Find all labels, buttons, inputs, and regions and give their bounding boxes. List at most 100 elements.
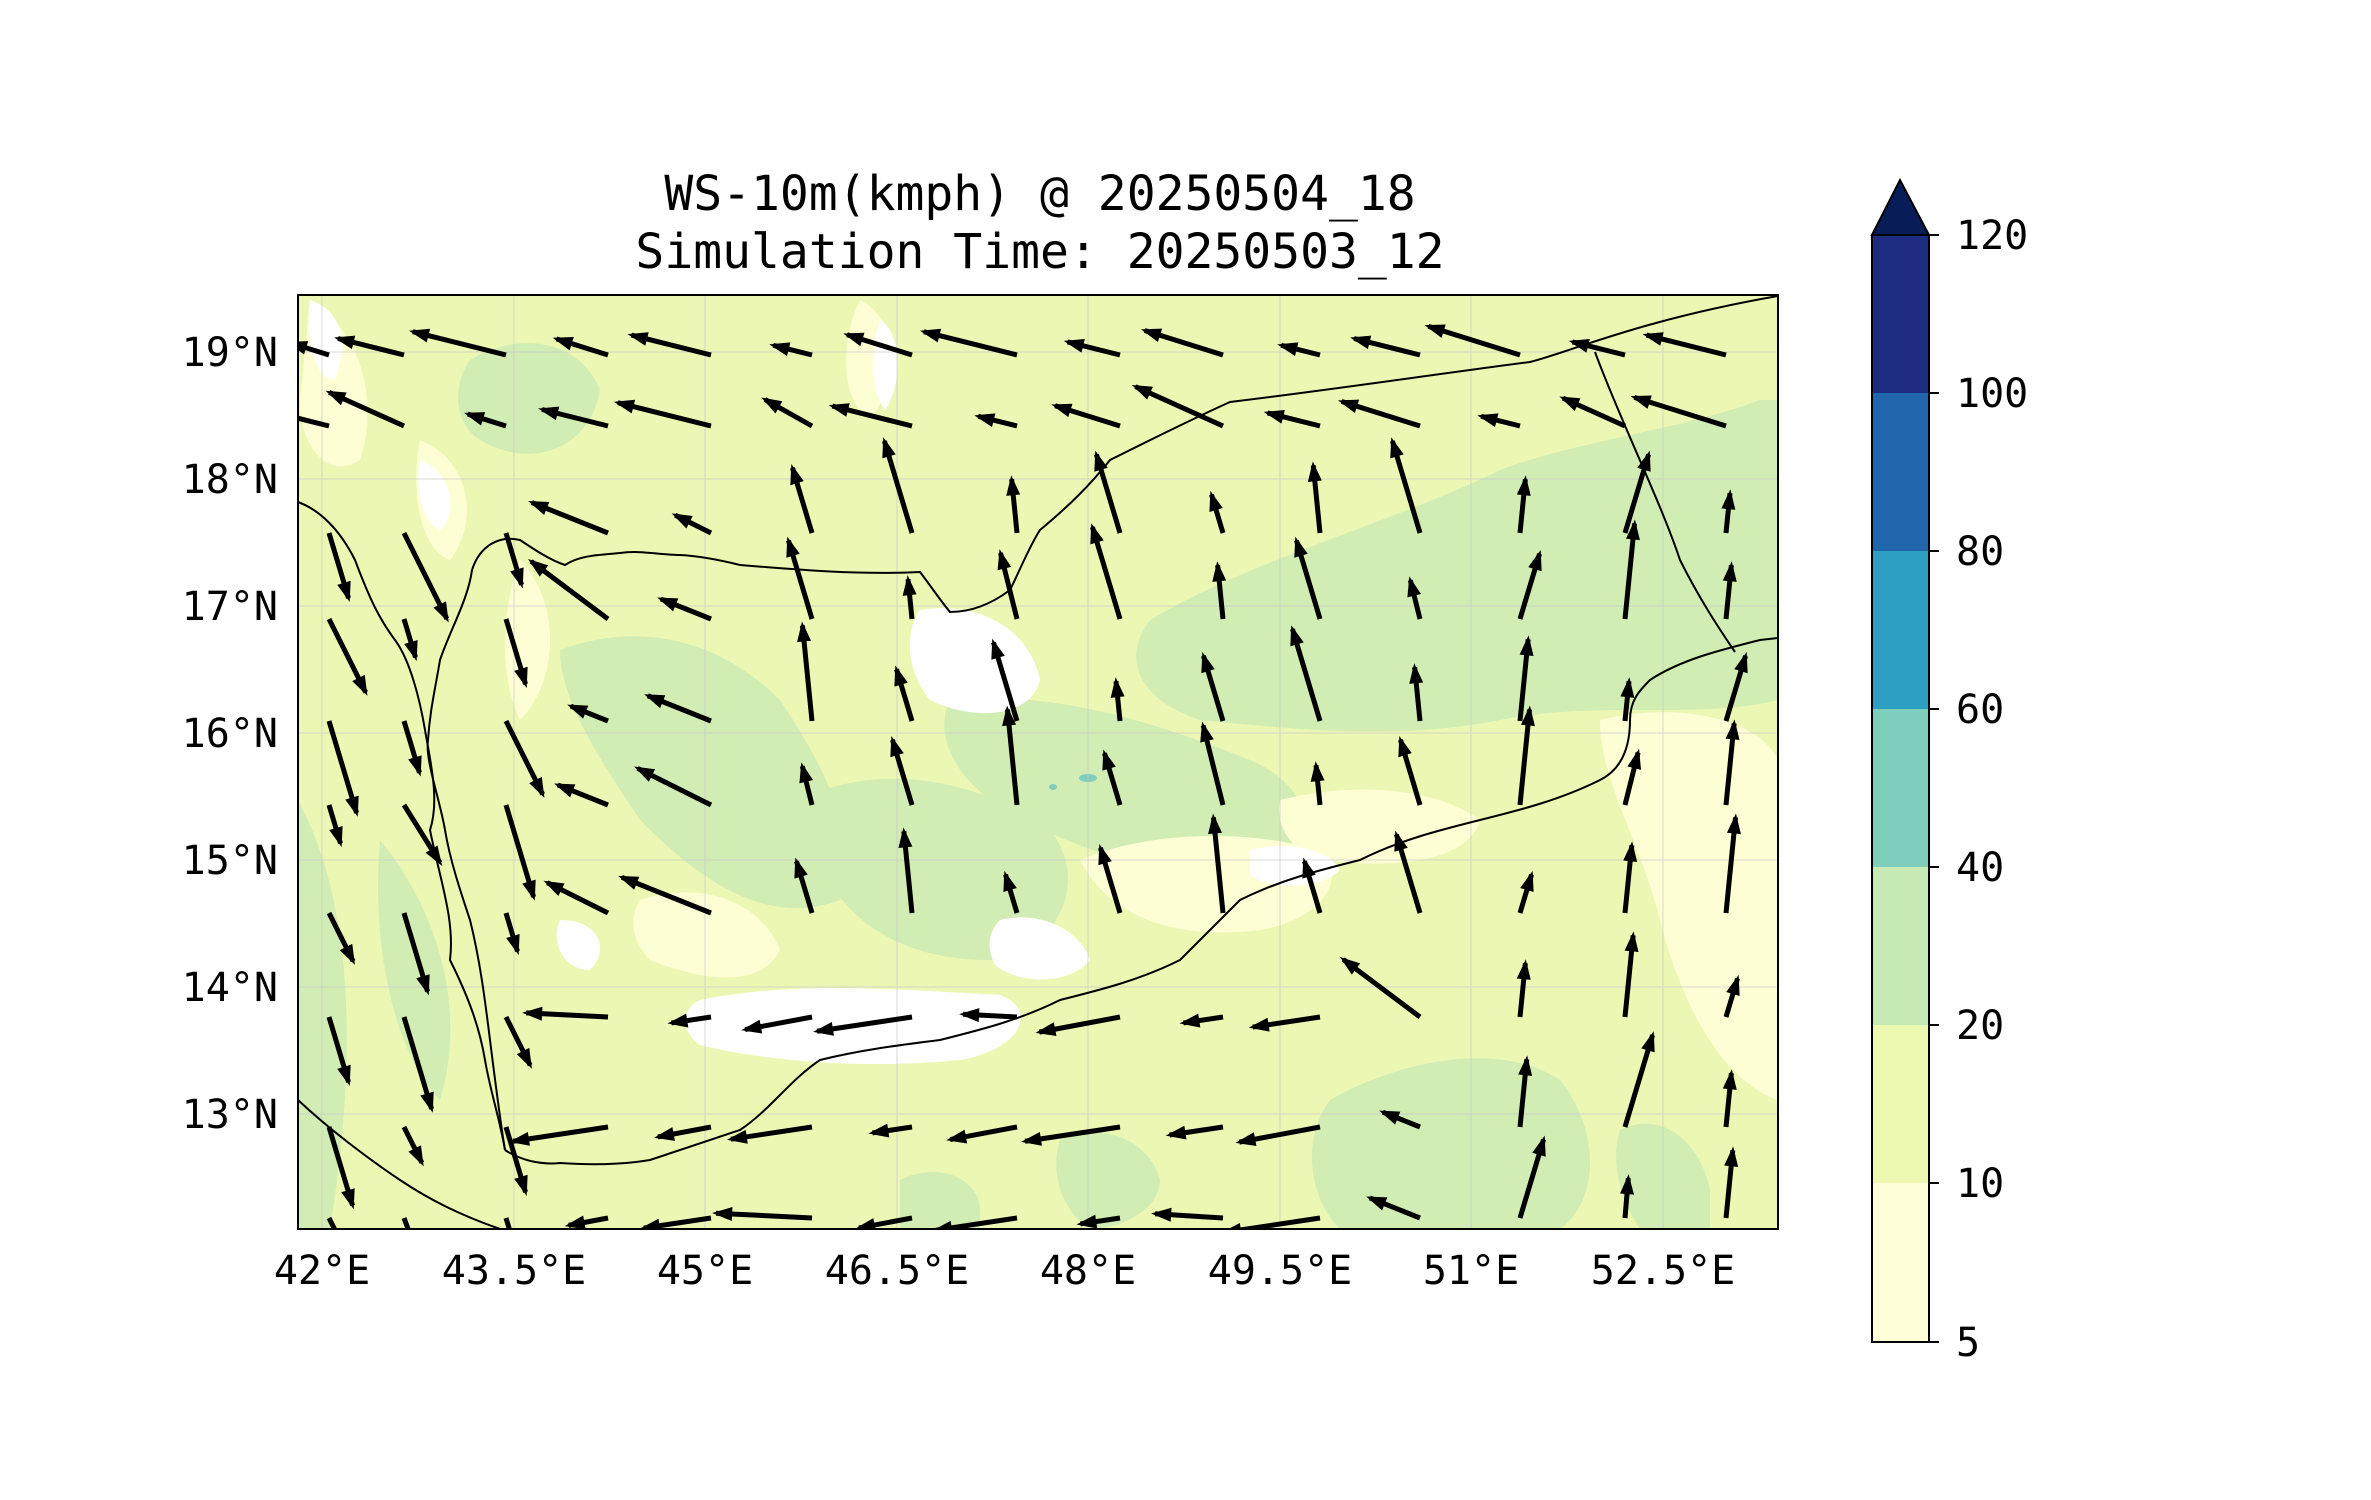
wind-arrow-shaft <box>401 1217 411 1229</box>
wind-arrow-head <box>634 766 656 782</box>
colorbar-label-120: 120 <box>1956 213 2028 259</box>
wind-arrow-head <box>552 336 574 351</box>
wind-arrow-head <box>959 1008 980 1023</box>
wind-arrow-head <box>1179 1013 1201 1028</box>
wind-arrow-shaft <box>503 804 536 898</box>
wind-arrow-head <box>1637 450 1651 472</box>
wind-arrow-shaft <box>401 1016 434 1110</box>
wind-arrow-head <box>1006 475 1021 496</box>
map-title-line-2: Simulation Time: 20250503_12 <box>635 224 1444 280</box>
colorbar: 5 10 20 40 60 80 100 120 <box>1870 177 2028 1366</box>
wind-arrow-head <box>1002 705 1017 727</box>
wind-arrow-head <box>1063 338 1085 353</box>
wind-arrow-head <box>1721 489 1736 510</box>
wind-arrow-head <box>1642 332 1664 346</box>
wind-arrow-head <box>1307 461 1322 482</box>
wind-arrow-head <box>1337 399 1360 413</box>
lon-tick-43-5: 43.5°E <box>442 1248 587 1294</box>
yemen-south-coast <box>504 637 1778 1166</box>
wind-arrow-head <box>741 1019 763 1034</box>
wind-arrow-head <box>797 621 812 643</box>
wind-arrow-head <box>1340 957 1361 975</box>
wind-arrow-head <box>404 639 418 662</box>
colorbar-label-100: 100 <box>1956 371 2028 417</box>
colorbar-label-80: 80 <box>1956 529 2004 575</box>
wind-arrow-head <box>1568 338 1590 353</box>
wind-arrow-shaft <box>816 1014 913 1034</box>
wind-arrow-head <box>408 755 422 777</box>
wind-arrow-head <box>1528 550 1542 572</box>
colorbar-label-10: 10 <box>1956 1161 2004 1207</box>
wind-arrow-head <box>882 437 896 459</box>
colorbar-label-20: 20 <box>1956 1003 2004 1049</box>
wind-arrow-head <box>1003 870 1017 893</box>
wind-arrow-shaft <box>512 1124 609 1144</box>
wind-arrow-head <box>1532 1135 1546 1157</box>
lon-tick-52-5: 52.5°E <box>1591 1248 1736 1294</box>
wind-arrow-head <box>1051 403 1073 418</box>
wind-arrow-head <box>618 875 640 890</box>
wind-arrow-head <box>1620 677 1635 698</box>
wind-arrow-head <box>1477 413 1499 427</box>
wind-arrow-head <box>854 1218 876 1229</box>
wind-arrow-head <box>898 827 913 849</box>
wind-arrow-head <box>1407 576 1421 598</box>
wind-arrow-head <box>509 1131 530 1146</box>
wind-arrow-head <box>1201 652 1215 674</box>
wind-arrow-head <box>352 674 368 696</box>
wind-arrow-head <box>433 601 449 623</box>
lat-tick-18: 18°N <box>182 457 278 503</box>
wind-arrow-head <box>1409 663 1424 684</box>
wind-arrow-head <box>464 412 486 426</box>
wind-arrow-head <box>813 1021 834 1036</box>
wind-arrow-head <box>1620 1174 1634 1195</box>
wind-arrow-head <box>1090 523 1104 545</box>
wind-arrow-head <box>1625 519 1640 541</box>
wind-arrow-head <box>644 694 666 709</box>
wind-arrow-head <box>538 406 560 421</box>
wind-arrow-head <box>1722 1069 1737 1090</box>
wind-arrow-head <box>974 413 996 427</box>
wind-arrow-head <box>345 795 359 817</box>
wind-arrow-head <box>1559 396 1581 412</box>
wind-arrow-head <box>1726 974 1740 997</box>
saudi-yemen-border <box>739 295 1778 614</box>
colorbar-label-60: 60 <box>1956 687 2004 733</box>
colorbar-segment-20-40 <box>1872 867 1929 1025</box>
wind-arrow-head <box>1294 536 1308 558</box>
wind-arrow-head <box>946 1129 968 1144</box>
wind-arrow-head <box>1310 761 1325 782</box>
wind-arrow-head <box>1627 748 1642 770</box>
wind-arrow-head <box>639 1218 661 1229</box>
wind-arrow-head <box>1394 830 1408 852</box>
wind-arrow-head <box>1518 1055 1533 1076</box>
map-frame <box>297 294 1779 1230</box>
wind-arrow-head <box>543 880 565 897</box>
wind-arrow-head <box>408 1145 424 1167</box>
wind-arrow-head <box>843 332 865 347</box>
wind-arrow-head <box>567 704 589 719</box>
wind-arrow-head <box>1131 384 1153 400</box>
wind-arrow-head <box>510 567 524 589</box>
wind-arrow-head <box>786 536 800 558</box>
wind-arrow-head <box>529 776 545 798</box>
map-title-line-1: WS-10m(kmph) @ 20250504_18 <box>664 166 1415 222</box>
wind-arrow-head <box>1725 719 1740 741</box>
wind-arrow-head <box>657 597 679 612</box>
colorbar-extend-arrow <box>1870 177 1931 236</box>
wind-arrow-head <box>868 1123 890 1138</box>
wind-arrow-head <box>1623 841 1638 862</box>
wind-arrow-head <box>919 328 942 343</box>
eritrea-coast <box>298 1099 501 1229</box>
coastlines-and-borders <box>298 295 1778 1229</box>
wind-arrow-head <box>1076 1214 1098 1229</box>
wind-arrow-head <box>1630 395 1652 409</box>
wind-arrow-shaft <box>298 342 330 358</box>
wind-arrow-shaft <box>617 400 712 429</box>
wind-arrow-head <box>1248 1017 1270 1032</box>
wind-arrow-head <box>1302 857 1316 879</box>
lat-tick-16: 16°N <box>182 711 278 757</box>
wind-arrow-head <box>769 342 791 356</box>
wind-arrow-head <box>1519 635 1534 657</box>
wind-arrow-head <box>613 399 636 414</box>
